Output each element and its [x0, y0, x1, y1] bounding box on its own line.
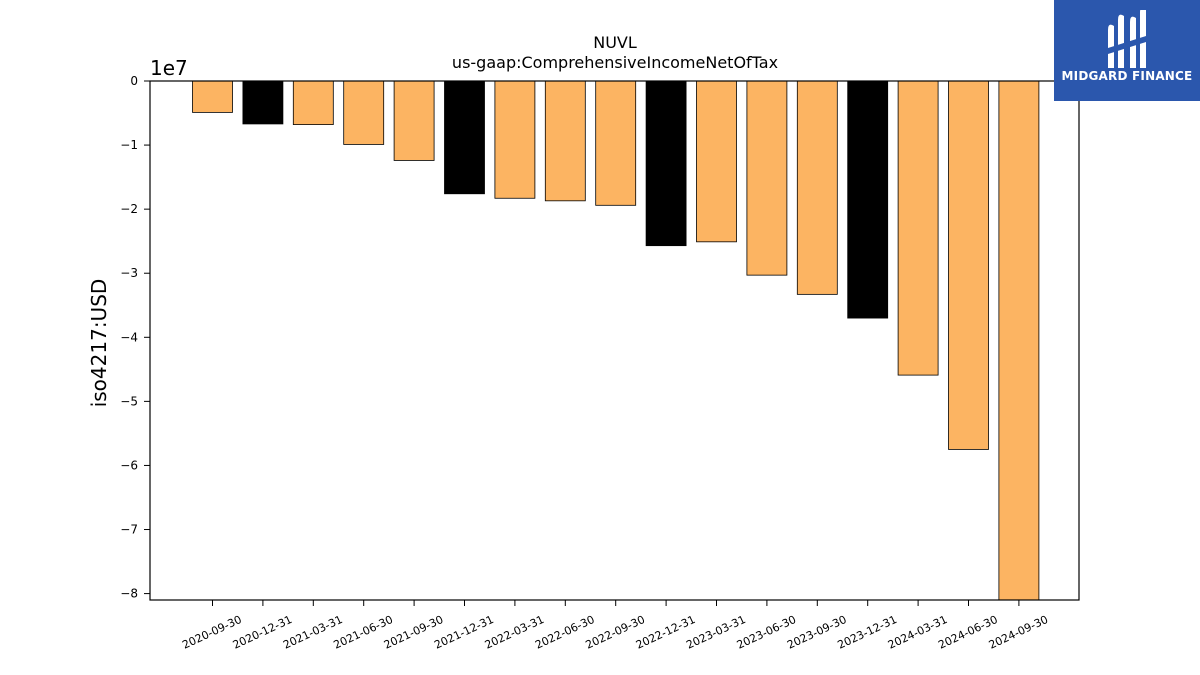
- y-tick-label: −5: [120, 394, 138, 408]
- y-tick-label: −7: [120, 523, 138, 537]
- bar-2020-12-31: [242, 80, 284, 125]
- bar-2021-03-31: [292, 80, 334, 125]
- bar-2023-12-31: [847, 80, 889, 319]
- y-ticks-group: 0 −1 −2 −3 −4 −5 −6 −7 −8: [120, 74, 150, 601]
- bar-2024-09-30: [998, 80, 1040, 601]
- bar-2021-09-30: [393, 80, 435, 161]
- y-tick-label: −8: [120, 587, 138, 601]
- bar-2022-12-31: [645, 80, 687, 247]
- bar-2021-06-30: [343, 80, 385, 145]
- bar-2024-06-30: [948, 80, 989, 450]
- bar-2023-03-31: [696, 80, 737, 243]
- bar-2023-06-30: [746, 80, 788, 276]
- y-tick-label: −2: [120, 202, 138, 216]
- midgard-finance-logo: MIDGARD FINANCE: [1054, 0, 1200, 101]
- bar-2023-09-30: [796, 80, 838, 295]
- bar-2020-09-30: [192, 80, 233, 113]
- y-tick-label: 0: [130, 74, 138, 88]
- y-tick-label: −3: [120, 266, 138, 280]
- logo-text: MIDGARD FINANCE: [1061, 69, 1193, 83]
- bar-2022-03-31: [494, 80, 536, 199]
- y-tick-label: −6: [120, 458, 138, 472]
- bars-group: [192, 80, 1040, 601]
- bar-2022-09-30: [595, 80, 637, 206]
- x-ticks-group: 2020-09-302020-12-312021-03-312021-06-30…: [180, 600, 1050, 652]
- chart-subtitle: us-gaap:ComprehensiveIncomeNetOfTax: [452, 53, 778, 72]
- y-axis-label: iso4217:USD: [87, 279, 111, 408]
- y-tick-label: −4: [120, 330, 138, 344]
- bar-2021-12-31: [444, 80, 485, 195]
- chart-title: NUVL: [593, 33, 637, 52]
- bar-2024-03-31: [897, 80, 939, 376]
- y-offset-label: 1e7: [150, 56, 188, 80]
- y-tick-label: −1: [120, 138, 138, 152]
- plot-frame: [149, 80, 1080, 601]
- bar-2022-06-30: [544, 80, 586, 202]
- logo-mark-icon: [1108, 10, 1146, 69]
